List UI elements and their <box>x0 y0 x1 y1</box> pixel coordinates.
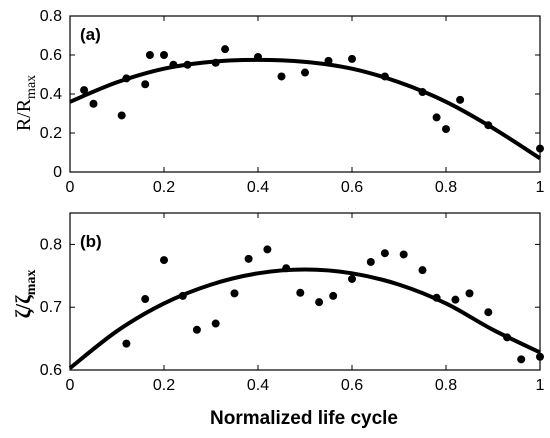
panel-a-y-tick-label: 0 <box>53 164 62 181</box>
panel-a-fit-curve <box>69 57 542 161</box>
panel-b-data-point <box>536 352 544 361</box>
panel-a-x-tick-label: 1 <box>536 179 545 196</box>
panel-b-data-point <box>296 288 305 297</box>
panel-b-data-point <box>122 339 131 348</box>
panel-b-ylabel: ζ/ζmax <box>11 270 39 319</box>
panel-a-data-point <box>89 99 98 108</box>
panel-b-data-point <box>329 291 338 300</box>
panel-a-data-point <box>221 45 230 54</box>
panel-b-data-point <box>418 266 427 275</box>
panel-b-label: (b) <box>80 232 102 251</box>
panel-a-x-tick-label: 0.2 <box>153 179 175 196</box>
panel-b-data-point <box>484 308 493 317</box>
panel-b-axes-box <box>69 212 541 371</box>
panel-a-x-tick-label: 0.4 <box>247 179 269 196</box>
panel-a-ylabel: R/Rmax <box>13 75 39 131</box>
panel-b-x-tick-label: 0.4 <box>247 377 269 394</box>
panel-b-data-point <box>348 274 356 283</box>
panel-a-y-tick-label: 0.6 <box>40 47 62 64</box>
panel-a-axes-box <box>69 15 541 173</box>
panel-b-x-tick-label: 1 <box>536 377 545 394</box>
panel-a-x-tick-label: 0.8 <box>435 179 457 196</box>
panel-b-data-point <box>160 256 168 265</box>
panel-b-y-tick-label: 0.8 <box>40 236 62 253</box>
panel-a-data-point <box>117 111 126 120</box>
panel-b-data-point <box>211 319 220 328</box>
panel-b-data-point <box>465 289 474 298</box>
panel-a-label: (a) <box>80 25 101 44</box>
panel-b-data-point <box>141 295 150 304</box>
panel-a-chart: (a) R/Rmax 0 0.2 0.4 0.6 0.8 1 0 0.2 0.4 0.6 0.8 <box>13 8 545 196</box>
panel-a-data-point <box>145 51 154 59</box>
panel-a-data-point <box>442 125 450 134</box>
panel-b-data-point <box>380 249 389 258</box>
panel-b-data-point <box>366 257 375 266</box>
panel-b-data-point <box>517 355 526 364</box>
panel-a-x-tick-label: 0 <box>66 179 75 196</box>
panel-a-data-point <box>348 54 356 63</box>
panel-a-y-tick-label: 0.2 <box>40 125 62 142</box>
panel-a-data-point <box>160 51 168 59</box>
panel-b-x-tick-label: 0 <box>66 377 75 394</box>
panel-b-data-point <box>192 325 201 334</box>
panel-a-data-point <box>301 68 309 77</box>
panel-a-x-tick-label: 0.6 <box>341 179 363 196</box>
panel-b-data-point <box>230 289 239 298</box>
x-axis-label: Normalized life cycle <box>210 408 398 429</box>
panel-b-data-point <box>263 245 272 254</box>
panel-b-y-tick-label: 0.6 <box>40 362 62 379</box>
panel-b-y-tick-label: 0.7 <box>40 299 62 316</box>
panel-b-data-point <box>315 298 324 307</box>
panel-b-data-point <box>399 250 408 259</box>
panel-a-data-point <box>277 72 286 81</box>
panel-a-data-point <box>80 86 89 95</box>
panel-b-data-point <box>244 254 253 263</box>
panel-b-fit-curve <box>68 267 541 370</box>
panel-a-data-point <box>536 144 544 153</box>
panel-b-x-tick-label: 0.2 <box>153 377 175 394</box>
panel-a-data-point <box>141 80 150 89</box>
panel-b-data-point <box>451 295 460 304</box>
panel-a-y-tick-label: 0.8 <box>40 8 62 25</box>
panel-b-chart: (b) ζ/ζmax 0 0.2 0.4 0.6 0.8 1 0.6 0.7 0.8 <box>11 212 545 394</box>
panel-a-data-point <box>432 113 441 122</box>
panel-a-y-tick-label: 0.4 <box>40 86 62 103</box>
panel-a-data-point <box>456 95 465 104</box>
panel-b-x-tick-label: 0.6 <box>341 377 363 394</box>
panel-b-x-tick-label: 0.8 <box>435 377 457 394</box>
